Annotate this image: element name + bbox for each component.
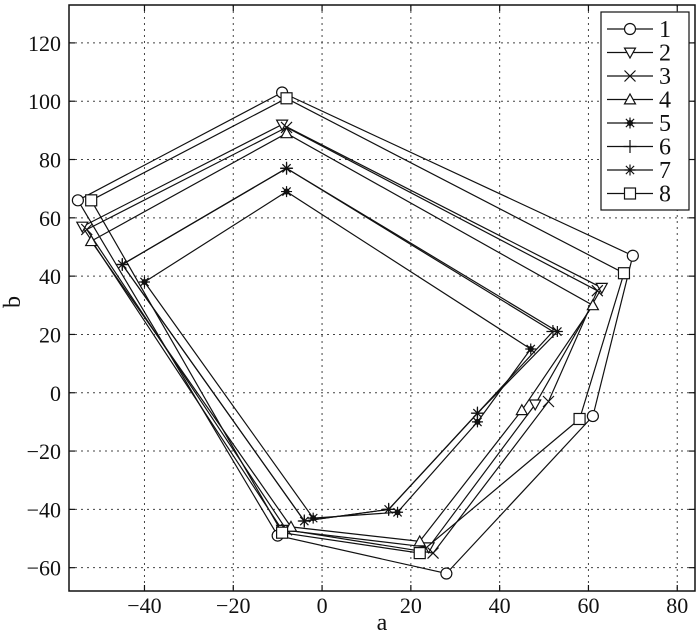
- data-point: [276, 526, 289, 539]
- legend-label: 2: [659, 41, 671, 67]
- data-point: [471, 407, 483, 419]
- x-tick-label: 80: [666, 593, 688, 618]
- data-point: [280, 92, 293, 105]
- series-line: [81, 123, 603, 548]
- y-tick-label: −20: [27, 439, 61, 464]
- series-line: [121, 167, 559, 522]
- legend-item: 4: [607, 88, 671, 114]
- data-point: [116, 258, 128, 270]
- data-point: [84, 234, 98, 247]
- data-point: [392, 506, 404, 518]
- legend-marker: [623, 140, 637, 153]
- data-point: [542, 395, 555, 408]
- legend-item: 6: [607, 135, 671, 161]
- x-axis-label: a: [377, 610, 388, 634]
- legend-item: 8: [607, 182, 671, 208]
- x-axis: −40 −20 0 20 40 60 80: [127, 5, 688, 618]
- x-tick-label: 0: [317, 593, 328, 618]
- series-layer: [71, 86, 639, 580]
- x-tick-label: −40: [127, 593, 161, 618]
- legend-item: 1: [607, 17, 671, 43]
- legend-marker: [624, 70, 636, 82]
- legend-marker: [623, 187, 637, 200]
- legend-label: 8: [659, 182, 671, 208]
- data-point: [383, 503, 395, 515]
- x-tick-label: 40: [489, 593, 511, 618]
- data-point: [471, 416, 483, 428]
- data-point: [138, 276, 150, 288]
- data-point: [617, 267, 631, 280]
- series-4: [84, 126, 600, 547]
- series-line: [144, 190, 532, 519]
- legend-item: 7: [607, 158, 671, 184]
- data-point: [586, 298, 600, 311]
- data-point: [591, 284, 604, 297]
- series-8: [85, 92, 631, 560]
- legend-item: 5: [607, 111, 671, 137]
- legend-item: 3: [607, 64, 671, 90]
- data-point: [413, 546, 426, 560]
- data-point: [515, 403, 529, 416]
- data-point: [281, 162, 293, 174]
- plot-frame: [68, 4, 696, 592]
- data-point: [586, 409, 599, 423]
- data-point: [71, 194, 84, 207]
- y-tick-label: 80: [39, 148, 61, 173]
- legend-label: 3: [659, 64, 671, 90]
- data-point: [298, 515, 310, 527]
- x-tick-label: 60: [577, 593, 599, 618]
- legend-box: [600, 11, 690, 211]
- data-point: [626, 249, 639, 262]
- y-tick-label: 60: [39, 206, 61, 231]
- x-tick-label: 20: [400, 593, 422, 618]
- data-point: [427, 547, 439, 560]
- legend-label: 7: [659, 158, 671, 184]
- data-point: [551, 326, 563, 338]
- y-tick-label: 100: [28, 89, 61, 114]
- y-tick-label: −60: [27, 556, 61, 581]
- legend-marker: [624, 164, 636, 176]
- data-point: [85, 194, 98, 207]
- legend-item: 2: [607, 41, 671, 67]
- y-tick-label: 40: [39, 264, 61, 289]
- series-5: [138, 186, 537, 524]
- series-6: [115, 161, 560, 528]
- legend-label: 1: [659, 17, 671, 43]
- data-point: [440, 567, 453, 580]
- legend-label: 6: [659, 135, 671, 161]
- legend-marker: [623, 92, 637, 105]
- data-point: [80, 223, 93, 236]
- series-7: [116, 162, 563, 527]
- y-tick-label: 20: [39, 322, 61, 347]
- data-point: [525, 343, 537, 355]
- legend-label: 5: [659, 111, 671, 137]
- series-line: [90, 132, 594, 543]
- data-point: [528, 399, 542, 412]
- legend-marker: [624, 117, 636, 129]
- legend-label: 4: [659, 88, 671, 114]
- y-axis-label: b: [0, 296, 26, 308]
- data-point: [284, 520, 298, 532]
- data-point: [413, 534, 427, 547]
- legend-marker: [623, 47, 637, 60]
- y-tick-label: −40: [27, 497, 61, 522]
- series-line: [77, 91, 634, 575]
- y-tick-label: 0: [50, 381, 61, 406]
- data-point: [573, 412, 586, 426]
- series-2: [75, 119, 609, 555]
- data-point: [281, 186, 293, 198]
- y-tick-label: 120: [28, 31, 61, 56]
- legend-marker: [623, 22, 637, 36]
- y-axis: −60 −40 −20 0 20 40 60 80 100 120: [27, 31, 695, 581]
- x-tick-label: −20: [216, 593, 250, 618]
- data-point: [280, 126, 294, 139]
- series-line: [86, 126, 599, 554]
- data-point: [307, 512, 319, 524]
